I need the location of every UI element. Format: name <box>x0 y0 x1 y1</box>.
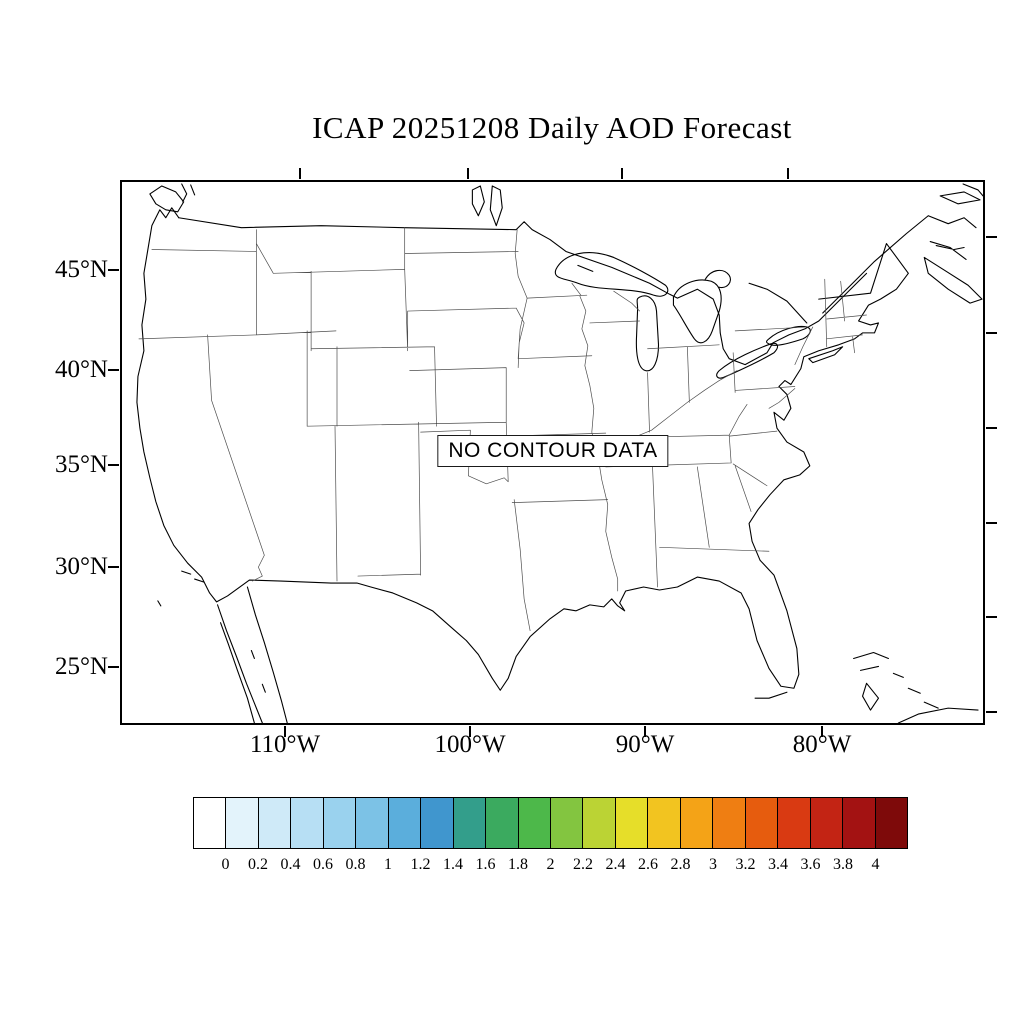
colorbar-tick-label: 3.2 <box>735 856 756 873</box>
colorbar-cell <box>355 798 388 848</box>
axis-tick <box>986 236 997 238</box>
colorbar-cell <box>777 798 810 848</box>
lat-label-30n: 30°N <box>54 553 108 580</box>
colorbar-cell <box>387 798 421 848</box>
colorbar-cell <box>842 798 875 848</box>
canada-coastline <box>149 183 983 324</box>
colorbar-tick-label: 1.4 <box>443 856 463 873</box>
colorbar-cell <box>809 798 843 848</box>
map-frame: NO CONTOUR DATA <box>120 180 985 725</box>
colorbar-cell <box>582 798 615 848</box>
colorbar-tick-label: 0.8 <box>345 856 366 873</box>
no-contour-data-box: NO CONTOUR DATA <box>437 435 669 467</box>
colorbar-tick-label: 1 <box>384 856 392 873</box>
colorbar-tick-label: 4 <box>871 856 880 873</box>
axis-tick <box>108 464 119 466</box>
colorbar-labels: 0 0.2 0.4 0.6 0.8 1 1.2 1.4 1.6 1.8 2 2.2 2.4 2.6 2.8 3… <box>193 856 908 878</box>
colorbar <box>193 797 908 849</box>
colorbar-tick-label: 2.4 <box>605 856 626 873</box>
us-coastline <box>136 207 909 691</box>
axis-tick <box>108 666 119 668</box>
colorbar-cell <box>744 798 778 848</box>
axis-tick <box>644 726 646 737</box>
canada-border <box>178 217 868 366</box>
colorbar-tick-label: 0.4 <box>280 856 301 873</box>
colorbar-tick-label: 0 <box>221 856 230 873</box>
colorbar-tick-label: 0.6 <box>313 856 333 873</box>
colorbar-tick-label: 2.6 <box>638 856 658 873</box>
axis-tick <box>986 616 997 618</box>
colorbar-cell <box>712 798 745 848</box>
axis-tick <box>108 269 119 271</box>
colorbar-tick-label: 0.2 <box>248 856 268 873</box>
colorbar-cell <box>874 798 907 848</box>
colorbar-cell <box>290 798 323 848</box>
colorbar-cell <box>322 798 356 848</box>
state-boundaries <box>138 227 867 632</box>
colorbar-tick-label: 3.6 <box>800 856 821 873</box>
colorbar-tick-label: 2.2 <box>573 856 593 873</box>
axis-tick <box>284 726 286 737</box>
islands <box>181 346 979 723</box>
colorbar-cell <box>614 798 648 848</box>
axis-tick <box>621 168 623 179</box>
colorbar-tick-label: 1.2 <box>410 856 431 873</box>
lat-label-25n: 25°N <box>54 653 108 680</box>
colorbar-tick-label: 3.8 <box>832 856 853 873</box>
axis-tick <box>108 369 119 371</box>
colorbar-cell <box>485 798 518 848</box>
axis-tick <box>467 168 469 179</box>
lat-label-45n: 45°N <box>54 256 108 283</box>
colorbar-tick-label: 2.8 <box>670 856 691 873</box>
mexico-coastline <box>157 586 288 723</box>
axis-tick <box>986 427 997 429</box>
colorbar-cell <box>194 798 226 848</box>
axis-tick <box>986 711 997 713</box>
axis-tick <box>821 726 823 737</box>
colorbar-cell <box>517 798 550 848</box>
colorbar-tick-label: 3.4 <box>768 856 788 873</box>
axis-tick <box>986 522 997 524</box>
lat-label-40n: 40°N <box>54 356 108 383</box>
colorbar-cell <box>647 798 680 848</box>
colorbar-tick-label: 1.8 <box>507 856 528 873</box>
plot-title: ICAP 20251208 Daily AOD Forecast <box>312 110 792 145</box>
colorbar-cell <box>679 798 713 848</box>
colorbar-cell <box>257 798 291 848</box>
colorbar-tick-label: 3 <box>709 856 717 873</box>
colorbar-tick-label: 2 <box>546 856 555 873</box>
colorbar-cell <box>420 798 453 848</box>
axis-tick <box>469 726 471 737</box>
colorbar-cell <box>452 798 486 848</box>
axis-tick <box>299 168 301 179</box>
great-lakes <box>554 252 811 379</box>
axis-tick <box>986 332 997 334</box>
axis-tick <box>787 168 789 179</box>
colorbar-tick-label: 1.6 <box>475 856 496 873</box>
colorbar-cell <box>549 798 583 848</box>
colorbar-cell <box>225 798 258 848</box>
axis-tick <box>108 566 119 568</box>
lat-label-35n: 35°N <box>54 451 108 478</box>
us-map-svg <box>136 183 983 723</box>
